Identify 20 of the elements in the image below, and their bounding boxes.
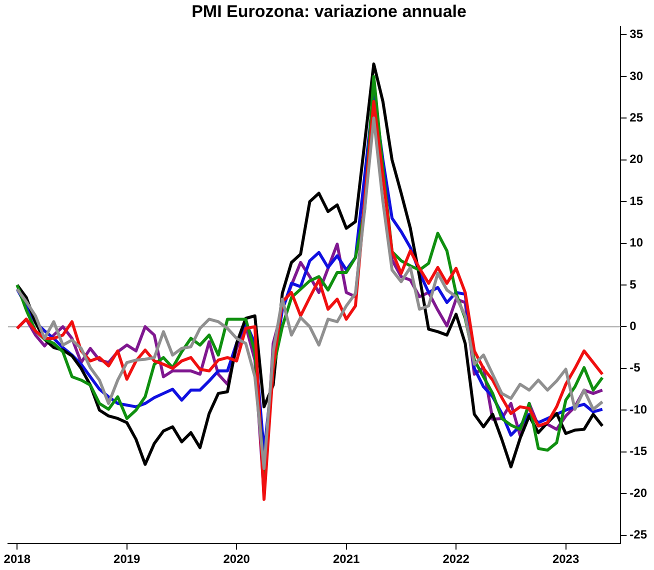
x-tick-label: 2023	[552, 552, 580, 566]
y-tick-label: -20	[630, 486, 648, 500]
y-tick-label: 20	[630, 152, 644, 166]
x-tick-label: 2020	[223, 552, 250, 566]
x-tick-label: 2019	[114, 552, 141, 566]
y-tick-label: -15	[630, 444, 648, 458]
chart-title: PMI Eurozona: variazione annuale	[192, 2, 466, 21]
y-tick-label: -5	[630, 360, 641, 375]
y-tick-label: -10	[630, 402, 648, 416]
y-tick-label: 25	[630, 110, 644, 124]
y-tick-label: 5	[630, 277, 637, 292]
x-tick-label: 2021	[332, 552, 360, 566]
y-tick-label: 15	[630, 194, 644, 208]
y-tick-label: 35	[630, 27, 644, 42]
y-tick-label: 10	[630, 236, 644, 250]
x-tick-label: 2018	[4, 552, 31, 566]
y-tick-label: 30	[630, 68, 644, 83]
x-tick-label: 2022	[442, 552, 470, 566]
y-tick-label: -25	[630, 528, 648, 542]
y-tick-label: 0	[630, 319, 637, 334]
